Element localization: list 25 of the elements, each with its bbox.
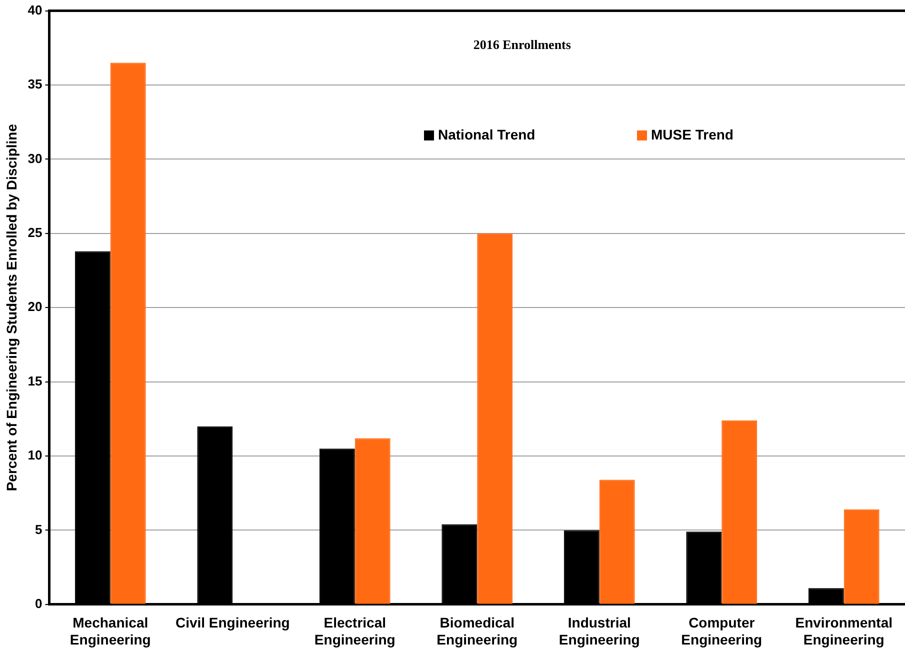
bar [599,480,635,604]
x-tick-label: Mechanical Engineering [70,614,151,648]
bar [110,62,146,604]
x-tick-label: Biomedical Engineering [436,614,518,648]
legend-label: National Trend [438,126,536,142]
y-tick-label: 20 [28,299,42,314]
y-tick-label: 35 [28,76,42,92]
x-tick-label: Civil Engineering [175,614,290,631]
x-tick-label: Computer Engineering [681,614,762,648]
x-tick-label: Electrical Engineering [314,614,396,648]
y-tick-label: 0 [35,596,42,611]
bar [844,509,880,604]
bar [354,438,390,604]
y-tick-label: 30 [28,150,42,166]
legend-label: MUSE Trend [651,126,734,142]
y-tick-label: 25 [28,224,42,240]
y-tick-label: 5 [35,522,42,537]
y-tick-label: 10 [28,448,42,463]
x-tick-label: Environmental Engineering [795,614,892,648]
y-tick-label: 15 [28,373,42,388]
y-axis-title: Percent of Engineering Students Enrolled by Discipline [3,124,20,492]
y-tick-label: 40 [28,2,42,18]
bar [722,420,758,604]
x-tick-label: Industrial Engineering [558,614,640,648]
text: 2016 Enrollments [473,37,571,52]
